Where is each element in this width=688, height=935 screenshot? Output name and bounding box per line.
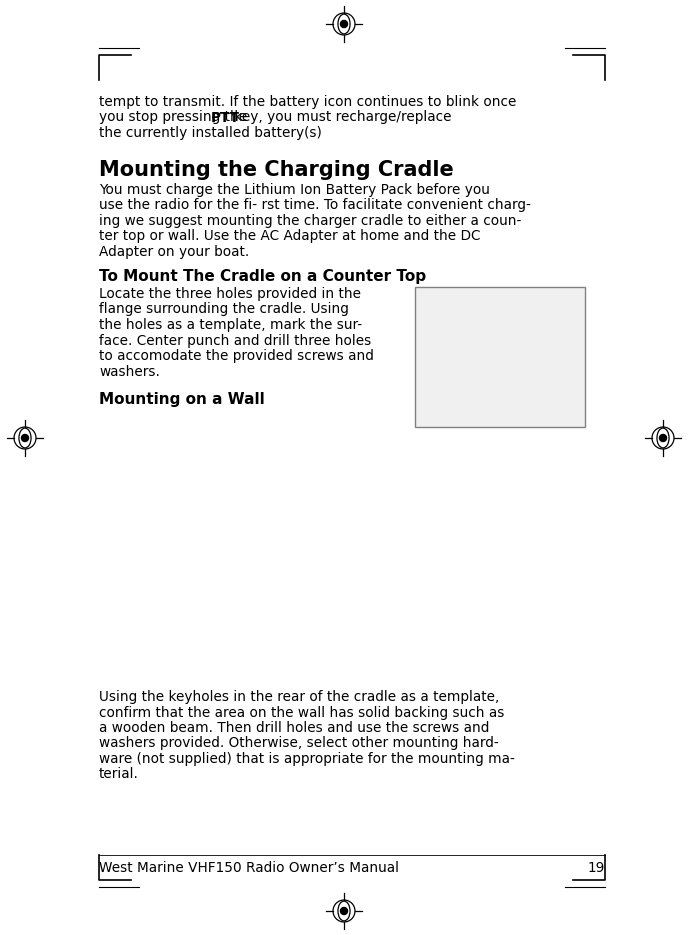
Text: use the radio for the fi­ rst time. To facilitate convenient charg-: use the radio for the fi­ rst time. To f… — [99, 198, 531, 212]
Text: ware (not supplied) that is appropriate for the mounting ma-: ware (not supplied) that is appropriate … — [99, 752, 515, 766]
Text: to accomodate the provided screws and: to accomodate the provided screws and — [99, 349, 374, 363]
Text: the currently installed battery(s): the currently installed battery(s) — [99, 126, 322, 140]
Text: confirm that the area on the wall has solid backing such as: confirm that the area on the wall has so… — [99, 706, 504, 720]
Text: face. Center punch and drill three holes: face. Center punch and drill three holes — [99, 334, 372, 348]
Text: You must charge the Lithium Ion Battery Pack before you: You must charge the Lithium Ion Battery … — [99, 182, 490, 196]
Text: the holes as a template, mark the sur-: the holes as a template, mark the sur- — [99, 318, 362, 332]
Text: key, you must recharge/replace: key, you must recharge/replace — [230, 110, 452, 124]
Text: flange surrounding the cradle. Using: flange surrounding the cradle. Using — [99, 303, 349, 317]
Text: ing we suggest mounting the charger cradle to either a coun-: ing we suggest mounting the charger crad… — [99, 213, 522, 227]
Text: To Mount The Cradle on a Counter Top: To Mount The Cradle on a Counter Top — [99, 269, 426, 284]
Text: tempt to transmit. If the battery icon continues to blink once: tempt to transmit. If the battery icon c… — [99, 95, 517, 109]
Text: washers.: washers. — [99, 365, 160, 379]
Text: ter top or wall. Use the AC Adapter at home and the DC: ter top or wall. Use the AC Adapter at h… — [99, 229, 480, 243]
Text: West Marine VHF150 Radio Owner’s Manual: West Marine VHF150 Radio Owner’s Manual — [99, 861, 399, 875]
Text: washers provided. Otherwise, select other mounting hard-: washers provided. Otherwise, select othe… — [99, 737, 499, 751]
Bar — [415, 287, 585, 427]
Text: Using the keyholes in the rear of the cradle as a template,: Using the keyholes in the rear of the cr… — [99, 690, 499, 704]
Text: Mounting on a Wall: Mounting on a Wall — [99, 393, 265, 408]
Circle shape — [341, 908, 347, 914]
Text: terial.: terial. — [99, 768, 139, 782]
Circle shape — [341, 21, 347, 27]
Text: Adapter on your boat.: Adapter on your boat. — [99, 245, 249, 259]
Text: you stop pressing the: you stop pressing the — [99, 110, 252, 124]
Circle shape — [21, 435, 28, 441]
Text: a wooden beam. Then drill holes and use the screws and: a wooden beam. Then drill holes and use … — [99, 721, 489, 735]
Text: Locate the three holes provided in the: Locate the three holes provided in the — [99, 287, 361, 301]
Circle shape — [660, 435, 667, 441]
Text: PTT: PTT — [211, 110, 240, 124]
Text: 19: 19 — [588, 861, 605, 875]
Text: Mounting the Charging Cradle: Mounting the Charging Cradle — [99, 160, 454, 180]
